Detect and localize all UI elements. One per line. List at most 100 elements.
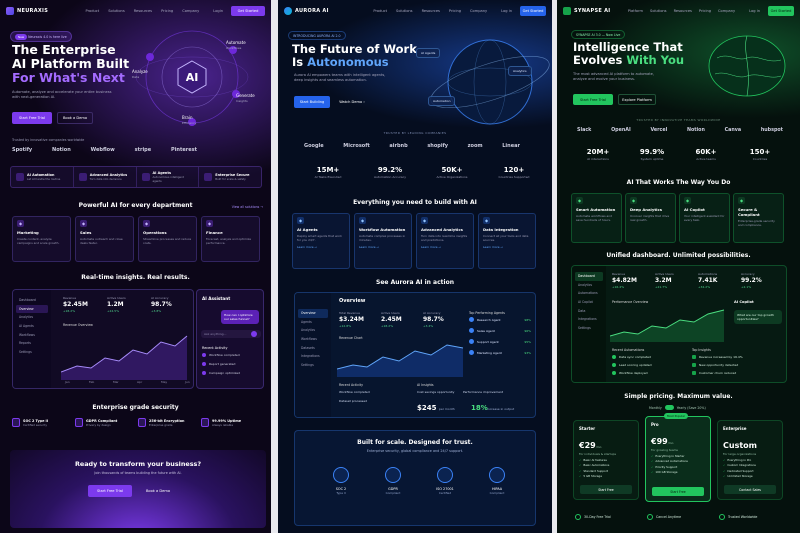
plan-button[interactable]: Start Free — [580, 485, 632, 494]
learn-more-link[interactable]: Learn more → — [421, 244, 441, 249]
announcement-badge[interactable]: New Neuraxis 4.0 is here live — [10, 31, 72, 42]
start-building-button[interactable]: Start Building — [294, 96, 330, 108]
login-link[interactable]: Log in — [501, 9, 512, 13]
nav-link-resources[interactable]: Resources — [673, 9, 692, 13]
security-badge: SOC 2 Type II Certified security — [12, 418, 72, 427]
automation-item: Workflow deployed — [612, 371, 648, 375]
insight-text: New opportunity detected — [699, 363, 739, 367]
feature-card-workflow-automation[interactable]: ◆ Workflow Automation Automate complex pro… — [354, 213, 412, 269]
nav-link-pricing[interactable]: Pricing — [698, 9, 712, 13]
orbit-ring-inner — [161, 46, 223, 108]
nav-link-product[interactable]: Product — [373, 9, 388, 13]
sidebar-item-settings[interactable]: Settings — [19, 349, 32, 354]
plan-button[interactable]: Start Free — [652, 487, 704, 496]
announcement-badge[interactable]: INTRODUCING AURORA AI 2.0 — [288, 31, 346, 40]
assistant-input[interactable]: Ask anything... — [201, 330, 261, 338]
sidebar-item-workflows[interactable]: Workflows — [19, 332, 35, 337]
cta-trial-button[interactable]: Start Free Trial — [88, 485, 132, 497]
feature-card-ai-copilot[interactable]: ◆ AI Copilot Your intelligent assistant fo… — [679, 193, 730, 243]
toggle-switch[interactable] — [664, 405, 674, 410]
sidebar-item-analytics[interactable]: Analytics — [19, 315, 34, 320]
department-card-sales[interactable]: ◆ Sales Automate outreach and close deals … — [75, 216, 134, 262]
nav-link-resources[interactable]: Resources — [421, 9, 440, 13]
logo-vercel: Vercel — [650, 128, 668, 133]
feature-text: AI Agents Autonomous intelligent agents — [153, 171, 194, 183]
learn-more-link[interactable]: Learn more → — [483, 244, 503, 249]
sidebar-item-automations[interactable]: Automations — [578, 291, 598, 296]
activity-dot-icon — [202, 371, 206, 375]
sidebar-item-reports[interactable]: Reports — [19, 341, 31, 346]
monthly-label[interactable]: Monthly — [649, 405, 662, 410]
stat-item: 60K+ Active teams — [681, 148, 731, 161]
feature-card-ai-agents[interactable]: ◆ AI Agents Deploy smart agents that work … — [292, 213, 350, 269]
sidebar-item-agents[interactable]: Agents — [301, 319, 312, 324]
stat-value: 99.2% — [377, 166, 403, 174]
nav-link-pricing[interactable]: Pricing — [161, 9, 174, 13]
plan-button[interactable]: Contact Sales — [724, 485, 776, 494]
sidebar-item-datasets[interactable]: Datasets — [301, 345, 315, 350]
sidebar-item-overview[interactable]: Overview — [298, 309, 328, 318]
nav-link-product[interactable]: Product — [85, 9, 100, 13]
nav-link-solutions[interactable]: Solutions — [396, 9, 413, 13]
feature-title: AI Automation — [27, 173, 55, 177]
login-link[interactable]: Login — [213, 9, 223, 13]
yearly-label[interactable]: Yearly (Save 20%) — [676, 405, 706, 410]
learn-more-link[interactable]: Learn more → — [297, 244, 317, 249]
sidebar-item-analytics[interactable]: Analytics — [301, 328, 316, 333]
feature-card-data-integration[interactable]: ◆ Data Integration Connect all your tools … — [478, 213, 536, 269]
learn-more-link[interactable]: Learn more → — [359, 244, 379, 249]
nav-link-platform[interactable]: Platform — [627, 9, 644, 13]
orbit-label-generate: Generate — [236, 93, 255, 98]
sidebar-item-integrations[interactable]: Integrations — [301, 354, 320, 359]
brand[interactable]: NEURAXIS — [6, 7, 48, 15]
sidebar-item-data[interactable]: Data — [578, 308, 586, 313]
kpi-value: $3.24M — [339, 316, 364, 323]
sidebar-item-settings[interactable]: Settings — [301, 362, 314, 367]
sidebar-item-ai-copilot[interactable]: AI Copilot — [578, 300, 593, 305]
sidebar-item-overview[interactable]: Overview — [16, 304, 48, 314]
sidebar-item-integrations[interactable]: Integrations — [578, 317, 597, 322]
nav-link-pricing[interactable]: Pricing — [448, 9, 462, 13]
start-trial-button[interactable]: Start Free Trial — [573, 94, 613, 105]
stat-label: Active Organizations — [436, 175, 468, 179]
sidebar-item-settings[interactable]: Settings — [578, 325, 591, 330]
get-started-button[interactable]: Get Started — [768, 6, 794, 16]
get-started-button[interactable]: Get Started — [520, 6, 546, 16]
feature-card-smart-automation[interactable]: ◆ Smart Automation Automate workflows and … — [571, 193, 622, 243]
feature-card-secure-and-compliant[interactable]: ◆ Secure & Compliant Enterprise-grade secu… — [733, 193, 784, 243]
nav-link-company[interactable]: Company — [470, 9, 488, 13]
view-solutions-link[interactable]: View all solutions → — [231, 205, 263, 209]
stat-value: 99.9% — [639, 148, 665, 156]
nav-link-company[interactable]: Company — [718, 9, 736, 13]
nav-link-company[interactable]: Company — [182, 9, 200, 13]
nav-link-resources[interactable]: Resources — [133, 9, 153, 13]
feature-card-advanced-analytics[interactable]: ◆ Advanced Analytics Turn data into real-t… — [416, 213, 474, 269]
sidebar-item-dashboard[interactable]: Dashboard — [19, 298, 36, 303]
cta-demo-button[interactable]: Book a Demo — [145, 489, 171, 493]
stat-value: 15M+ — [316, 166, 340, 174]
book-demo-button[interactable]: Book a Demo — [57, 112, 93, 124]
announcement-badge[interactable]: SYNAPSE AI 3.0 — Now Live — [571, 30, 626, 39]
login-link[interactable]: Log in — [749, 9, 760, 13]
department-card-operations[interactable]: ◆ Operations Streamline processes and redu… — [138, 216, 197, 262]
feature-title: Workflow Automation — [359, 227, 406, 232]
sidebar-item-analytics[interactable]: Analytics — [578, 282, 593, 287]
watch-demo-button[interactable]: Watch Demo › — [339, 100, 365, 104]
feature-card-deep-analytics[interactable]: ◆ Deep Analytics Uncover insights that dri… — [625, 193, 676, 243]
get-started-button[interactable]: Get Started — [231, 6, 265, 16]
department-card-finance[interactable]: ◆ Finance Forecast, analyze and optimize p… — [201, 216, 260, 262]
billing-toggle[interactable]: Monthly Yearly (Save 20%) — [649, 405, 706, 410]
plan-name: Enterprise — [723, 426, 747, 431]
brand[interactable]: SYNAPSE AI — [563, 7, 610, 15]
sidebar-item-ai-agents[interactable]: AI Agents — [19, 324, 34, 329]
send-icon[interactable] — [251, 331, 257, 337]
nav-link-solutions[interactable]: Solutions — [650, 9, 667, 13]
brand[interactable]: AURORA AI — [284, 7, 329, 15]
kpi-value: $2.45M — [63, 301, 88, 308]
department-card-marketing[interactable]: ◆ Marketing Create content, analyze campai… — [12, 216, 71, 262]
nav-link-solutions[interactable]: Solutions — [108, 9, 125, 13]
start-trial-button[interactable]: Start Free Trial — [12, 112, 52, 124]
sidebar-item-workflows[interactable]: Workflows — [301, 337, 317, 342]
sidebar-item-dashboard[interactable]: Dashboard — [575, 272, 603, 281]
explore-platform-button[interactable]: Explore Platform — [618, 94, 656, 105]
